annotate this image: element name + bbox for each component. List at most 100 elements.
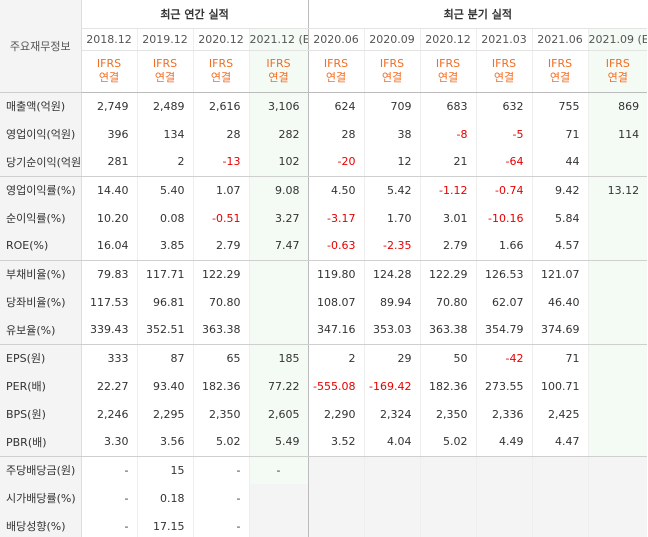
basis-scope: 연결 <box>607 71 628 84</box>
table-cell: 70.80 <box>419 288 477 316</box>
table-cell: 2,425 <box>531 400 589 428</box>
table-cell <box>587 456 648 484</box>
row-label: PER(배) <box>0 372 82 400</box>
table-cell: 96.81 <box>136 288 193 316</box>
table-cell: 273.55 <box>475 372 533 400</box>
table-cell: 632 <box>475 92 533 120</box>
basis-header: IFRS 연결 <box>587 50 648 93</box>
basis-header: IFRS 연결 <box>531 50 589 93</box>
table-cell: -20 <box>307 148 365 177</box>
table-cell: 65 <box>192 344 249 372</box>
basis-header: IFRS 연결 <box>192 50 249 93</box>
basis-scope: 연결 <box>154 71 176 84</box>
table-cell: 0.08 <box>136 204 193 232</box>
basis-header: IFRS 연결 <box>475 50 533 93</box>
group-annual: 최근 연간 실적 <box>81 0 309 29</box>
table-cell: 624 <box>307 92 365 120</box>
period-header: 2020.12 <box>419 28 477 51</box>
table-row: 배당성향(%) -17.15- <box>0 512 648 537</box>
table-cell: 117.53 <box>80 288 137 316</box>
table-cell: 102 <box>248 148 309 177</box>
basis-scope: 연결 <box>549 71 571 84</box>
period-header: 2020.12 <box>192 28 249 51</box>
table-cell: 70.80 <box>192 288 249 316</box>
table-cell: 185 <box>248 344 309 372</box>
table-cell: 93.40 <box>136 372 193 400</box>
table-cell: 10.20 <box>80 204 137 232</box>
table-cell <box>307 484 365 512</box>
table-cell <box>419 512 477 537</box>
basis-standard: IFRS <box>379 57 405 70</box>
table-row: 주당배당금(원) -15- - <box>0 456 648 484</box>
table-cell: 5.02 <box>419 428 477 457</box>
basis-standard: IFRS <box>323 57 349 70</box>
table-cell: 353.03 <box>363 316 421 345</box>
table-cell: 14.40 <box>80 176 137 204</box>
table-cell: 28 <box>192 120 249 148</box>
period-header: 2021.03 <box>475 28 533 51</box>
table-cell: 124.28 <box>363 260 421 288</box>
table-cell: 100.71 <box>531 372 589 400</box>
table-cell: 1.70 <box>363 204 421 232</box>
table-cell: 0.18 <box>136 484 193 512</box>
table-cell: -1.12 <box>419 176 477 204</box>
basis-standard: IFRS <box>491 57 517 70</box>
period-header: 2019.12 <box>136 28 193 51</box>
table-cell: -0.63 <box>307 232 365 261</box>
period-label: 2021.12 <box>249 32 295 46</box>
table-cell: 62.07 <box>475 288 533 316</box>
table-cell: 354.79 <box>475 316 533 345</box>
table-cell <box>475 512 533 537</box>
table-row: PER(배) 22.27 93.40 182.36 77.22 -555.08 -169.4… <box>0 372 648 400</box>
table-cell: 2 <box>307 344 365 372</box>
table-cell: 4.57 <box>531 232 589 261</box>
table-cell: 396 <box>80 120 137 148</box>
table-cell: 44 <box>531 148 589 177</box>
table-cell: -0.74 <box>475 176 533 204</box>
table-row: 영업이익률(%) 14.40 5.40 1.07 9.08 4.50 5.42 -1.12 -0… <box>0 176 648 204</box>
basis-header: IFRS 연결 <box>81 50 137 93</box>
table-cell <box>307 456 365 484</box>
table-cell: -3.17 <box>307 204 365 232</box>
table-cell: 2,295 <box>136 400 193 428</box>
table-cell: 38 <box>363 120 421 148</box>
table-row: BPS(원) 2,246 2,295 2,350 2,605 2,290 2,324 2,35… <box>0 400 648 428</box>
table-row: 영업이익(억원) 396 134 28 282 28 38 -8 -5 71 114 <box>0 120 648 148</box>
row-label: EPS(원) <box>0 344 82 372</box>
table-cell <box>587 484 648 512</box>
table-cell <box>248 316 309 345</box>
table-cell: 2,336 <box>475 400 533 428</box>
basis-header: IFRS 연결 <box>363 50 421 93</box>
table-cell: 182.36 <box>419 372 477 400</box>
table-cell: 347.16 <box>307 316 365 345</box>
table-cell: -555.08 <box>307 372 365 400</box>
period-label: 2020.12 <box>425 32 471 46</box>
table-cell: 9.42 <box>531 176 589 204</box>
table-cell: -8 <box>419 120 477 148</box>
table-cell: 77.22 <box>248 372 309 400</box>
basis-scope: 연결 <box>268 71 289 84</box>
table-row: ROE(%) 16.04 3.85 2.79 7.47 -0.63 -2.35 2.79 1.6… <box>0 232 648 261</box>
table-cell: 3.52 <box>307 428 365 457</box>
table-cell: - <box>80 456 137 484</box>
table-cell: 281 <box>80 148 137 177</box>
table-cell: 134 <box>136 120 193 148</box>
table-cell: 3.85 <box>136 232 193 261</box>
period-label: 2020.09 <box>369 32 415 46</box>
table-cell <box>363 512 421 537</box>
table-cell: 114 <box>587 120 648 148</box>
table-cell: -64 <box>475 148 533 177</box>
table-cell: 5.02 <box>192 428 249 457</box>
table-cell: 50 <box>419 344 477 372</box>
table-cell: 363.38 <box>419 316 477 345</box>
table-cell: - <box>80 512 137 537</box>
table-cell <box>587 288 648 316</box>
table-cell: 709 <box>363 92 421 120</box>
period-header: 2020.09 <box>363 28 421 51</box>
table-cell <box>419 484 477 512</box>
table-cell: 2,605 <box>248 400 309 428</box>
table-cell: 2 <box>136 148 193 177</box>
table-row: 당좌비율(%) 117.53 96.81 70.80 108.07 89.94 70.80 6… <box>0 288 648 316</box>
period-label: 2021.06 <box>537 32 583 46</box>
